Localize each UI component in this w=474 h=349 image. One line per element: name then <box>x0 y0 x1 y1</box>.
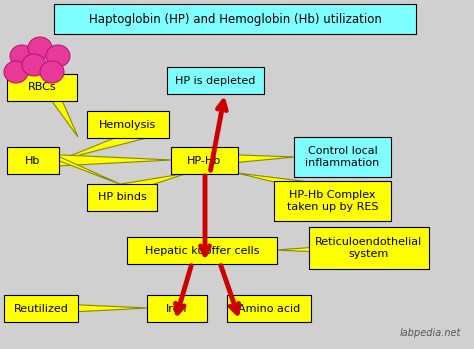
Text: Iron: Iron <box>166 304 188 313</box>
FancyBboxPatch shape <box>87 184 157 211</box>
FancyBboxPatch shape <box>54 4 416 34</box>
Text: Hb: Hb <box>25 156 41 165</box>
Polygon shape <box>26 148 122 185</box>
Polygon shape <box>237 173 390 210</box>
Text: Reticuloendothelial
system: Reticuloendothelial system <box>315 237 423 259</box>
Text: Amino acid: Amino acid <box>238 304 300 313</box>
Ellipse shape <box>22 54 46 76</box>
FancyBboxPatch shape <box>294 137 391 177</box>
FancyBboxPatch shape <box>7 147 59 174</box>
Text: HP binds: HP binds <box>98 193 146 202</box>
Polygon shape <box>172 153 295 169</box>
Polygon shape <box>276 239 428 257</box>
Ellipse shape <box>40 61 64 83</box>
Polygon shape <box>60 117 168 160</box>
Polygon shape <box>8 153 172 169</box>
FancyBboxPatch shape <box>167 67 264 94</box>
FancyBboxPatch shape <box>4 295 78 322</box>
Text: Haptoglobin (HP) and Hemoglobin (Hb) utilization: Haptoglobin (HP) and Hemoglobin (Hb) uti… <box>89 13 382 25</box>
FancyBboxPatch shape <box>309 227 429 269</box>
Text: RBCs: RBCs <box>27 82 56 92</box>
FancyBboxPatch shape <box>274 181 391 221</box>
Polygon shape <box>33 75 78 137</box>
Text: Reutilized: Reutilized <box>14 304 68 313</box>
FancyBboxPatch shape <box>227 295 311 322</box>
Ellipse shape <box>28 37 52 59</box>
Polygon shape <box>5 302 148 315</box>
Text: Control local
inflammation: Control local inflammation <box>305 146 380 168</box>
Ellipse shape <box>4 61 28 83</box>
Text: Hemolysis: Hemolysis <box>100 119 156 129</box>
Text: Hepatic kupffer cells: Hepatic kupffer cells <box>145 245 259 255</box>
FancyBboxPatch shape <box>7 74 77 101</box>
FancyBboxPatch shape <box>127 237 277 264</box>
Ellipse shape <box>46 45 70 67</box>
Text: HP-Hb Complex
taken up by RES: HP-Hb Complex taken up by RES <box>287 190 378 212</box>
Polygon shape <box>88 173 188 206</box>
FancyBboxPatch shape <box>171 147 238 174</box>
Text: labpedia.net: labpedia.net <box>399 328 461 338</box>
Text: HP-Hb: HP-Hb <box>187 156 222 165</box>
Text: HP is depleted: HP is depleted <box>175 75 255 86</box>
FancyBboxPatch shape <box>87 111 169 138</box>
FancyBboxPatch shape <box>147 295 207 322</box>
Ellipse shape <box>10 45 34 67</box>
